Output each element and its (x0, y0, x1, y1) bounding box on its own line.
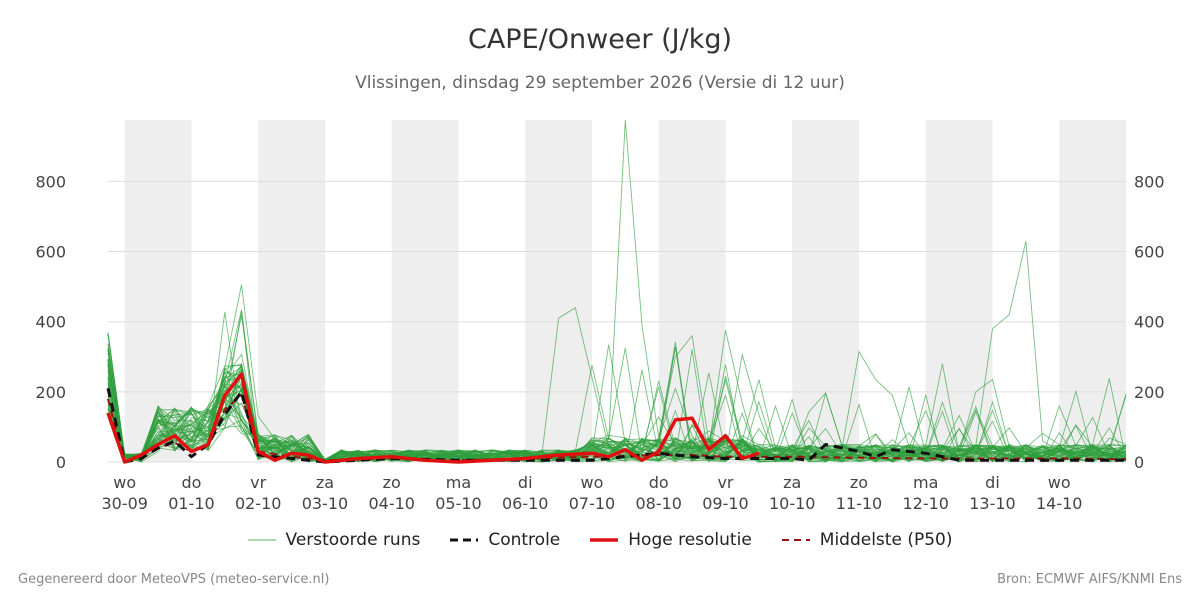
x-tick-day: vr (717, 473, 733, 492)
day-band-6 (925, 120, 993, 462)
day-band-4 (658, 120, 726, 462)
x-tick-date: 07-10 (569, 494, 616, 513)
x-tick-day: ma (913, 473, 938, 492)
x-tick-date: 30-09 (101, 494, 148, 513)
y-tick-label-left: 0 (56, 453, 66, 472)
ensemble-run-line (107, 364, 1127, 462)
legend-item-p50[interactable]: Middelste (P50) (781, 530, 953, 550)
legend-label-p50: Middelste (P50) (819, 530, 953, 550)
legend-label-hres: Hoge resolutie (628, 530, 752, 550)
x-tick-day: wo (581, 473, 604, 492)
x-tick-date: 09-10 (702, 494, 749, 513)
x-tick-date: 02-10 (235, 494, 282, 513)
x-tick-day: do (181, 473, 201, 492)
series-line-control (106, 387, 1126, 464)
series-line-hres (106, 372, 760, 464)
day-band-2 (391, 120, 459, 462)
x-tick-date: 13-10 (969, 494, 1016, 513)
x-tick-date: 04-10 (368, 494, 415, 513)
y-tick-label-left: 600 (35, 243, 66, 262)
x-tick-date: 03-10 (302, 494, 349, 513)
x-tick-date: 06-10 (502, 494, 549, 513)
y-tick-label-left: 800 (35, 172, 66, 191)
legend-swatch-hres (590, 538, 619, 542)
x-tick-day: di (985, 473, 1000, 492)
x-tick-date: 08-10 (635, 494, 682, 513)
day-band-3 (525, 120, 592, 462)
y-tick-label-right: 0 (1134, 453, 1144, 472)
chart-title: CAPE/Onweer (J/kg) (467, 24, 732, 55)
legend-item-ensemble[interactable]: Verstoorde runs (247, 530, 421, 550)
ensemble-run-line (107, 310, 1127, 463)
x-tick-date: 10-10 (769, 494, 816, 513)
legend-item-control[interactable]: Controle (450, 530, 560, 550)
day-band-0 (124, 120, 192, 462)
day-band-1 (258, 120, 325, 462)
x-tick-day: za (316, 473, 334, 492)
x-tick-day: wo (1048, 473, 1071, 492)
x-tick-day: di (518, 473, 533, 492)
chart-subtitle: Vlissingen, dinsdag 29 september 2026 (V… (355, 73, 845, 93)
y-tick-label-left: 200 (35, 383, 66, 402)
footer-source: Bron: ECMWF AIFS/KNMI Ens (997, 572, 1182, 587)
footer-generated-by: Gegenereerd door MeteoVPS (meteo-service… (18, 572, 330, 587)
x-tick-date: 01-10 (168, 494, 215, 513)
day-band-5 (792, 120, 859, 462)
y-tick-label-right: 400 (1134, 313, 1165, 332)
x-tick-date: 14-10 (1036, 494, 1083, 513)
ensemble-run-line (107, 370, 1127, 463)
y-tick-label-right: 800 (1134, 172, 1165, 191)
x-tick-day: zo (850, 473, 868, 492)
x-tick-day: zo (383, 473, 401, 492)
x-tick-day: do (649, 473, 669, 492)
legend-label-control: Controle (488, 530, 561, 550)
x-tick-date: 11-10 (836, 494, 883, 513)
legend-swatch-p50 (781, 539, 810, 541)
x-tick-day: vr (250, 473, 266, 492)
x-tick-date: 05-10 (435, 494, 482, 513)
legend-swatch-ensemble (247, 539, 276, 541)
legend-item-hres[interactable]: Hoge resolutie (590, 530, 752, 550)
x-tick-day: wo (113, 473, 136, 492)
legend-swatch-control (450, 538, 479, 542)
x-tick-date: 12-10 (902, 494, 949, 513)
x-tick-day: za (783, 473, 801, 492)
ensemble-run-line (107, 382, 1127, 463)
y-tick-label-right: 600 (1134, 243, 1165, 262)
x-tick-day: ma (446, 473, 471, 492)
y-tick-label-left: 400 (35, 313, 66, 332)
y-tick-label-right: 200 (1134, 383, 1165, 402)
legend: Verstoorde runs Controle Hoge resolutie … (0, 530, 1200, 550)
legend-label-ensemble: Verstoorde runs (285, 530, 421, 550)
ensemble-run-line (107, 315, 1127, 463)
